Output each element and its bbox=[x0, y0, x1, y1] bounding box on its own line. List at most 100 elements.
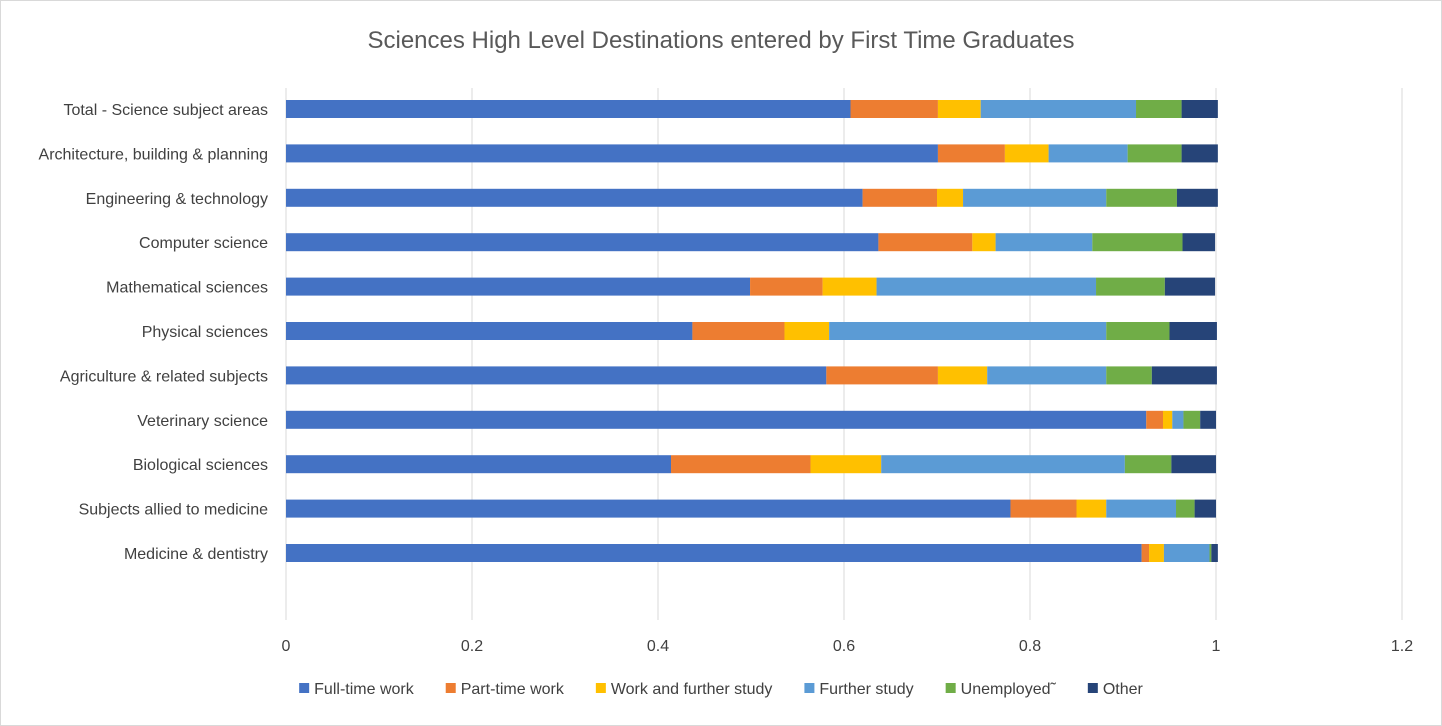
bar-segment bbox=[1106, 366, 1152, 385]
x-tick-label: 1.2 bbox=[1391, 638, 1413, 655]
bar-segment bbox=[286, 100, 851, 118]
bar-segment bbox=[850, 100, 938, 118]
legend-swatch bbox=[595, 683, 606, 693]
bar-segment bbox=[1136, 100, 1182, 118]
bar-segment bbox=[1141, 544, 1150, 562]
bar-segment bbox=[987, 366, 1107, 385]
category-label: Engineering & technology bbox=[86, 191, 268, 208]
category-label: Physical sciences bbox=[142, 324, 268, 341]
bar-segment bbox=[829, 322, 1107, 340]
bar-segment bbox=[822, 277, 877, 296]
legend-swatch bbox=[945, 683, 956, 693]
bar-segment bbox=[995, 233, 1093, 252]
category-label: Subjects allied to medicine bbox=[79, 502, 269, 519]
bar-segment bbox=[980, 100, 1137, 118]
bar-segment bbox=[1171, 455, 1216, 474]
bar-segment bbox=[671, 455, 811, 474]
bar-segment bbox=[1172, 410, 1184, 429]
bar-segment bbox=[286, 544, 1142, 562]
bar-segment bbox=[1076, 499, 1107, 518]
bar-segment bbox=[286, 233, 879, 252]
bar-segment bbox=[286, 144, 938, 163]
legend-swatch bbox=[445, 683, 456, 693]
legend: Full-time work Part-time work Work and fur… bbox=[299, 681, 1144, 698]
legend-swatch bbox=[804, 683, 815, 693]
bar-segment bbox=[1092, 233, 1183, 252]
x-tick-label: 0 bbox=[282, 638, 291, 655]
bar-segment bbox=[784, 322, 830, 340]
x-tick-label: 0.4 bbox=[647, 638, 669, 655]
bar-segment bbox=[286, 455, 672, 474]
bar-segment bbox=[1211, 544, 1218, 562]
bar-segment bbox=[862, 188, 937, 207]
bar-segment bbox=[286, 322, 693, 340]
bar-segment bbox=[286, 499, 1011, 518]
bar-segment bbox=[286, 188, 863, 207]
legend-label: Other bbox=[1103, 681, 1144, 698]
category-label: Architecture, building & planning bbox=[39, 146, 268, 163]
bar-segment bbox=[937, 188, 964, 207]
bar-segment bbox=[963, 188, 1107, 207]
bar-segment bbox=[810, 455, 882, 474]
legend-swatch bbox=[299, 683, 310, 693]
bar-segment bbox=[1169, 322, 1217, 340]
category-labels: Total - Science subject areas Architectur… bbox=[39, 102, 269, 563]
bar-segment bbox=[1181, 144, 1218, 163]
bar-segment bbox=[1182, 233, 1216, 252]
bar-segment bbox=[878, 233, 973, 252]
bar-segment bbox=[1149, 544, 1164, 562]
x-tick-label: 1 bbox=[1212, 638, 1221, 655]
legend-label: Unemployed˜ bbox=[961, 681, 1057, 698]
legend-label: Part-time work bbox=[461, 681, 565, 698]
category-label: Mathematical sciences bbox=[106, 280, 268, 297]
gridlines bbox=[285, 88, 1403, 620]
category-label: Agriculture & related subjects bbox=[60, 368, 268, 385]
bar-segment bbox=[1183, 410, 1201, 429]
x-tick-label: 0.8 bbox=[1019, 638, 1041, 655]
bar-segment bbox=[1176, 188, 1218, 207]
bar-segment bbox=[1194, 499, 1216, 518]
x-tick-label: 0.6 bbox=[833, 638, 855, 655]
bar-segment bbox=[972, 233, 996, 252]
legend-swatch bbox=[1087, 683, 1098, 693]
bar-segment bbox=[1151, 366, 1217, 385]
bar-segment bbox=[937, 100, 981, 118]
bar-segment bbox=[1106, 322, 1170, 340]
x-axis-ticks: 0 0.2 0.4 0.6 0.8 1 1.2 bbox=[282, 638, 1414, 655]
legend-label: Further study bbox=[819, 681, 913, 698]
bar-segment bbox=[1106, 499, 1177, 518]
bar-segment bbox=[1146, 410, 1163, 429]
legend-label: Full-time work bbox=[314, 681, 415, 698]
bar-segment bbox=[286, 366, 827, 385]
bar-segment bbox=[876, 277, 1097, 296]
bar-segment bbox=[1181, 100, 1218, 118]
bar-segment bbox=[1004, 144, 1049, 163]
bar-segment bbox=[1127, 144, 1182, 163]
category-label: Veterinary science bbox=[137, 413, 268, 430]
bar-segment bbox=[692, 322, 785, 340]
bar-segment bbox=[1164, 277, 1216, 296]
bar-segment bbox=[1010, 499, 1077, 518]
bar-segment bbox=[937, 366, 988, 385]
bar-segment bbox=[1176, 499, 1195, 518]
bar-segment bbox=[881, 455, 1125, 474]
bar-segment bbox=[1163, 544, 1210, 562]
bar-segment bbox=[826, 366, 938, 385]
category-label: Biological sciences bbox=[133, 457, 268, 474]
bar-segment bbox=[937, 144, 1005, 163]
bar-segment bbox=[286, 277, 751, 296]
category-label: Medicine & dentistry bbox=[124, 546, 268, 563]
x-tick-label: 0.2 bbox=[461, 638, 483, 655]
category-label: Total - Science subject areas bbox=[63, 102, 268, 119]
bar-segment bbox=[1106, 188, 1177, 207]
bar-segment bbox=[1162, 410, 1173, 429]
chart-title: Sciences High Level Destinations entered… bbox=[367, 27, 1074, 54]
bar-segment bbox=[1124, 455, 1172, 474]
bar-segment bbox=[1200, 410, 1216, 429]
category-label: Computer science bbox=[139, 235, 268, 252]
bar-segment bbox=[1096, 277, 1165, 296]
legend-label: Work and further study bbox=[611, 681, 773, 698]
bars bbox=[286, 100, 1218, 562]
